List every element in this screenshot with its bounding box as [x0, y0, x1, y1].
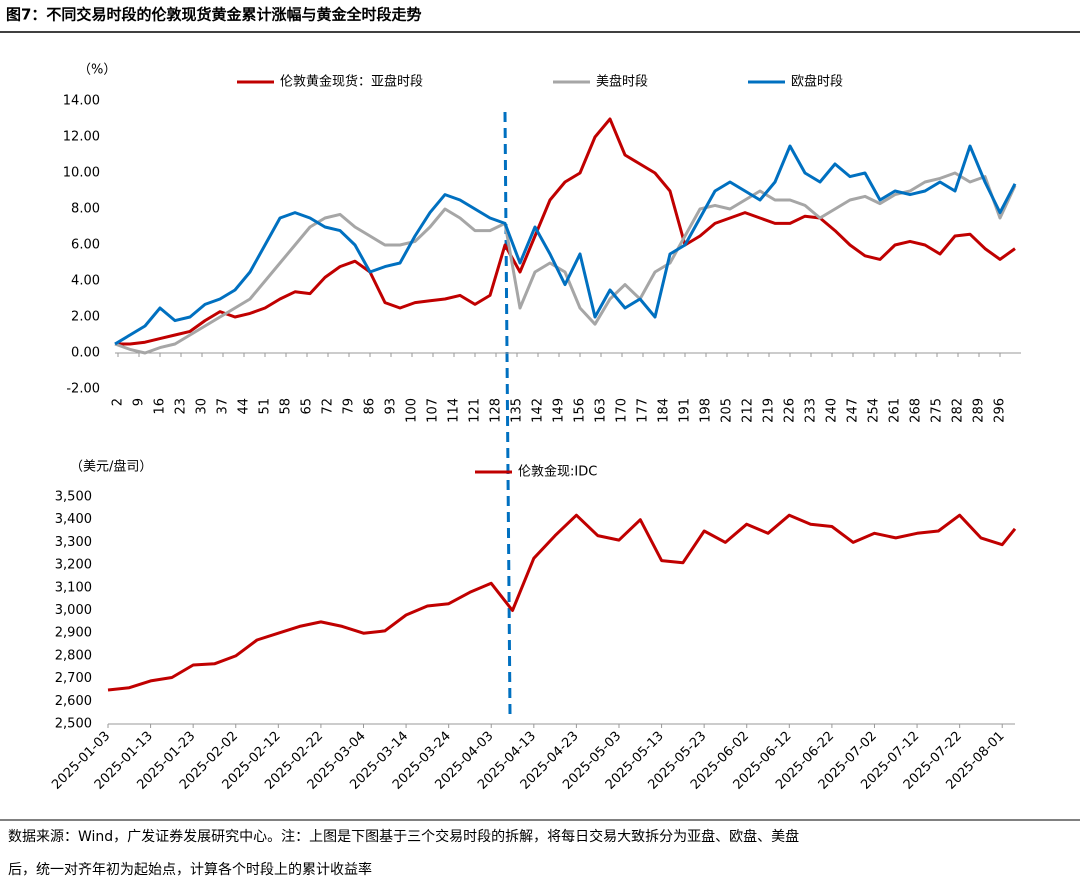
- x-tick-label: 135: [510, 398, 525, 423]
- x-tick-label: 79: [342, 398, 357, 415]
- legend-label: 美盘时段: [596, 74, 648, 90]
- footer-text: 后，统一对齐年初为起始点，计算各个时段上的累计收益率: [8, 861, 372, 878]
- y-tick-label: 12.00: [63, 130, 100, 145]
- x-tick-label: 184: [657, 398, 672, 423]
- x-tick-label: 114: [447, 398, 462, 423]
- x-tick-label: 16: [153, 398, 168, 415]
- x-tick-label: 282: [951, 398, 966, 423]
- x-tick-label: 128: [489, 398, 504, 423]
- x-tick-label: 261: [888, 398, 903, 423]
- divider-line: [503, 111, 512, 715]
- y-tick-label: 8.00: [71, 202, 100, 217]
- x-tick-label: 254: [867, 398, 882, 423]
- x-tick-label: 212: [741, 398, 756, 423]
- x-tick-label: 93: [384, 398, 399, 415]
- y-tick-label: 2.00: [71, 310, 100, 325]
- x-tick-label: 296: [993, 398, 1008, 423]
- series-line: [115, 117, 1016, 346]
- x-tick-label: 240: [825, 398, 840, 423]
- x-tick-label: 86: [363, 398, 378, 415]
- x-tick-label: 170: [615, 398, 630, 423]
- x-tick-label: 247: [846, 398, 861, 423]
- y-tick-label: 2,500: [55, 717, 92, 732]
- x-tick-label: 121: [468, 398, 483, 423]
- x-tick-label: 163: [594, 398, 609, 423]
- y-tick-label: 3,400: [55, 512, 92, 527]
- figure-title: 图7：不同交易时段的伦敦现货黄金累计涨幅与黄金全时段走势: [6, 6, 421, 24]
- x-tick-label: 149: [552, 398, 567, 423]
- y-tick-label: 10.00: [63, 166, 100, 181]
- x-tick-label: 142: [531, 398, 546, 423]
- legend-label: 欧盘时段: [791, 74, 843, 90]
- y-tick-label: 3,200: [55, 558, 92, 573]
- legend-label: 伦敦黄金现货：亚盘时段: [280, 74, 423, 90]
- x-tick-label: 275: [930, 398, 945, 423]
- x-tick-label: 198: [699, 398, 714, 423]
- x-tick-label: 37: [216, 398, 231, 415]
- y-axis-label: （%）: [78, 63, 116, 78]
- y-tick-label: 2,800: [55, 648, 92, 663]
- x-tick-label: 268: [909, 398, 924, 423]
- series-line: [107, 513, 1017, 692]
- x-tick-label: 65: [300, 398, 315, 415]
- x-tick-label: 2: [111, 398, 126, 406]
- y-tick-label: 2,900: [55, 626, 92, 641]
- y-tick-label: 3,000: [55, 603, 92, 618]
- y-tick-label: 3,100: [55, 580, 92, 595]
- x-tick-label: 233: [804, 398, 819, 423]
- x-tick-label: 289: [972, 398, 987, 423]
- y-tick-label: 3,500: [55, 490, 92, 505]
- y-tick-label: -2.00: [66, 382, 100, 397]
- footer-text: 数据来源：Wind，广发证券发展研究中心。注：上图是下图基于三个交易时段的拆解，…: [8, 828, 799, 845]
- legend-label: 伦敦金现:IDC: [518, 464, 597, 480]
- y-tick-label: 0.00: [71, 346, 100, 361]
- y-tick-label: 14.00: [63, 94, 100, 109]
- y-tick-label: 6.00: [71, 238, 100, 253]
- y-axis-label: （美元/盘司）: [70, 459, 152, 475]
- x-tick-label: 72: [321, 398, 336, 415]
- y-tick-label: 2,600: [55, 694, 92, 709]
- y-tick-label: 4.00: [71, 274, 100, 289]
- x-tick-label: 23: [174, 398, 189, 415]
- x-tick-label: 44: [237, 398, 252, 415]
- x-tick-label: 107: [426, 398, 441, 423]
- y-tick-label: 2,700: [55, 671, 92, 686]
- x-tick-label: 9: [132, 398, 147, 406]
- y-tick-label: 3,300: [55, 535, 92, 550]
- x-tick-label: 226: [783, 398, 798, 423]
- series-line: [114, 144, 1017, 346]
- x-tick-label: 219: [762, 398, 777, 423]
- x-tick-label: 177: [636, 398, 651, 423]
- x-tick-label: 58: [279, 398, 294, 415]
- x-tick-label: 205: [720, 398, 735, 423]
- x-tick-label: 156: [573, 398, 588, 423]
- x-tick-label: 191: [678, 398, 693, 423]
- x-tick-label: 51: [258, 398, 273, 415]
- series-line: [114, 171, 1017, 355]
- x-tick-label: 100: [405, 398, 420, 423]
- x-tick-label: 30: [195, 398, 210, 415]
